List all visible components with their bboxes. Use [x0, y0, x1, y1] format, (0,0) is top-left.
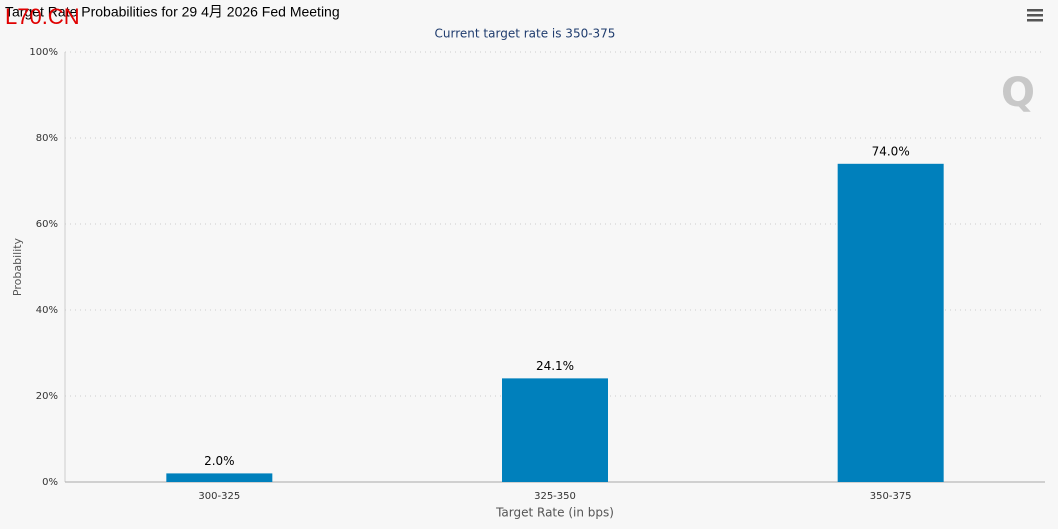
data-label: 24.1%	[536, 359, 574, 373]
chart-subtitle: Current target rate is 350-375	[435, 27, 616, 41]
bar	[166, 473, 273, 482]
y-axis-label: Probability	[11, 237, 24, 296]
watermark: L70.CN	[5, 4, 80, 29]
logo: Q	[1001, 70, 1035, 116]
y-tick-label: 60%	[36, 219, 58, 230]
menu-bar	[1027, 19, 1043, 22]
bar	[502, 378, 608, 482]
x-tick-label: 325-350	[534, 491, 576, 502]
data-label: 2.0%	[204, 454, 235, 468]
chart-title: Target Rate Probabilities for 29 4月 2026…	[5, 4, 340, 20]
x-tick-label: 300-325	[198, 491, 240, 502]
bar	[837, 163, 944, 483]
menu-button[interactable]	[1027, 9, 1043, 22]
y-tick-label: 80%	[36, 133, 58, 144]
data-label: 74.0%	[872, 144, 910, 158]
y-tick-label: 20%	[36, 391, 58, 402]
x-axis-label: Target Rate (in bps)	[495, 506, 614, 520]
y-tick-label: 40%	[36, 305, 58, 316]
menu-bar	[1027, 14, 1043, 17]
y-tick-label: 0%	[42, 477, 58, 488]
menu-bar	[1027, 9, 1043, 12]
x-tick-label: 350-375	[870, 491, 912, 502]
y-tick-label: 100%	[29, 47, 58, 58]
